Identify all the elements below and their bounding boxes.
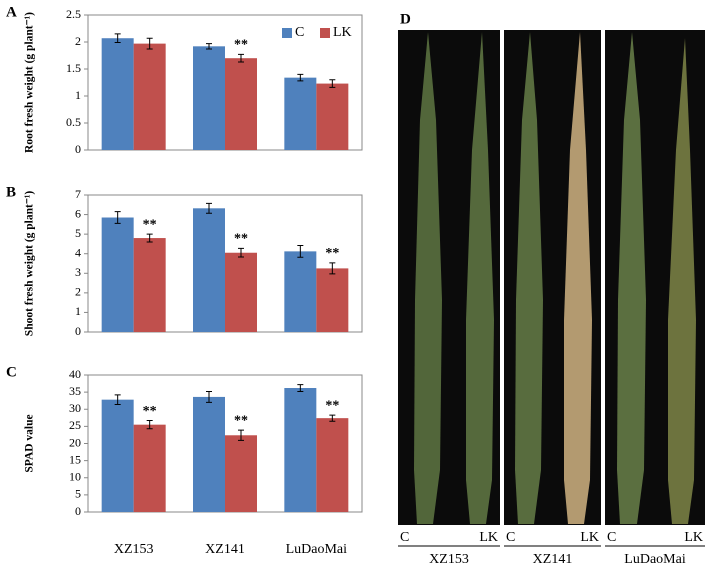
significance: ** <box>234 232 248 247</box>
y-tick-label: 1 <box>75 304 81 318</box>
y-tick-label: 40 <box>69 367 81 381</box>
group-label: XZ141 <box>533 552 573 567</box>
error-bar <box>297 384 304 392</box>
bar <box>133 238 166 332</box>
bar <box>193 208 225 332</box>
photos <box>398 30 705 525</box>
bar <box>284 251 317 332</box>
error-bar <box>146 233 153 243</box>
error-bar <box>146 420 153 430</box>
error-bar <box>297 73 304 82</box>
bar <box>133 424 166 512</box>
treatment-label: C <box>607 530 616 545</box>
bar <box>316 83 349 150</box>
y-axis-label: Shoot fresh weight (g plant⁻¹) <box>24 191 36 337</box>
error-bar <box>238 429 244 441</box>
group-label: LuDaoMai <box>624 552 686 567</box>
bar <box>193 46 225 150</box>
x-tick-label: XZ153 <box>114 542 154 557</box>
legend-swatch <box>320 28 330 38</box>
y-tick-label: 2 <box>75 285 81 299</box>
error-bar <box>329 79 336 88</box>
y-tick-label: 5 <box>75 487 81 501</box>
y-tick-label: 6 <box>75 206 81 220</box>
legend-swatch <box>282 28 292 38</box>
x-tick-label: LuDaoMai <box>286 542 348 557</box>
error-bar <box>329 262 336 275</box>
leaf <box>564 32 592 524</box>
y-tick-label: 4 <box>75 245 81 259</box>
y-axis-label: SPAD value <box>24 414 36 472</box>
treatment-label: LK <box>479 530 498 545</box>
leaf <box>668 38 696 524</box>
bar <box>133 43 166 151</box>
error-bar <box>297 244 304 258</box>
panel-label: C <box>6 364 17 380</box>
error-bar <box>114 394 121 405</box>
leaf <box>414 32 442 524</box>
y-tick-label: 2.5 <box>66 7 81 21</box>
legend-label: C <box>295 25 304 40</box>
bar <box>284 77 317 150</box>
y-tick-label: 2 <box>75 34 81 48</box>
bar <box>101 38 134 150</box>
bar <box>101 217 134 332</box>
y-tick-label: 0.5 <box>66 115 81 129</box>
group-label: XZ153 <box>429 552 469 567</box>
panel-label: D <box>400 11 411 27</box>
y-tick-label: 25 <box>69 418 81 432</box>
error-bar <box>146 37 153 50</box>
error-bar <box>206 390 212 403</box>
photo-labels: D C LK XZ153 C LK XZ141 C LK LuDaoMai <box>398 11 705 567</box>
y-tick-label: 1 <box>75 88 81 102</box>
significance: ** <box>234 413 248 428</box>
leaf <box>466 32 494 524</box>
x-tick-label: XZ141 <box>205 542 245 557</box>
bar <box>193 396 225 512</box>
error-bar <box>206 43 212 50</box>
y-tick-label: 10 <box>69 470 81 484</box>
significance: ** <box>325 398 339 413</box>
treatment-label: C <box>506 530 515 545</box>
bar <box>225 58 257 151</box>
significance: ** <box>143 217 157 232</box>
error-bar <box>206 202 212 214</box>
y-tick-label: 0 <box>75 324 81 338</box>
bar <box>316 268 349 332</box>
y-tick-label: 3 <box>75 265 81 279</box>
significance: ** <box>325 246 339 261</box>
error-bar <box>114 33 121 44</box>
y-tick-label: 7 <box>75 187 81 201</box>
panel-label: A <box>6 4 17 20</box>
leaf <box>515 32 543 524</box>
treatment-label: LK <box>580 530 599 545</box>
y-tick-label: 30 <box>69 401 81 415</box>
legend-label: LK <box>333 25 352 40</box>
y-tick-label: 5 <box>75 226 81 240</box>
error-bar <box>238 53 244 63</box>
y-tick-label: 35 <box>69 384 81 398</box>
bar <box>284 388 317 512</box>
leaf <box>617 32 646 524</box>
bar <box>101 399 134 512</box>
treatment-label: C <box>400 530 409 545</box>
significance: ** <box>143 404 157 419</box>
y-tick-label: 1.5 <box>66 61 81 75</box>
error-bar <box>114 211 121 224</box>
significance: ** <box>234 38 248 53</box>
error-bar <box>238 247 244 258</box>
y-tick-label: 0 <box>75 142 81 156</box>
treatment-label: LK <box>684 530 703 545</box>
y-tick-label: 15 <box>69 452 81 466</box>
bar <box>225 435 257 512</box>
y-tick-label: 0 <box>75 504 81 518</box>
bar <box>225 252 257 332</box>
bar <box>316 418 349 512</box>
y-tick-label: 20 <box>69 435 81 449</box>
y-axis-label: Root fresh weight (g plant⁻¹) <box>24 12 36 153</box>
error-bar <box>329 414 336 422</box>
panel-label: B <box>6 184 16 200</box>
